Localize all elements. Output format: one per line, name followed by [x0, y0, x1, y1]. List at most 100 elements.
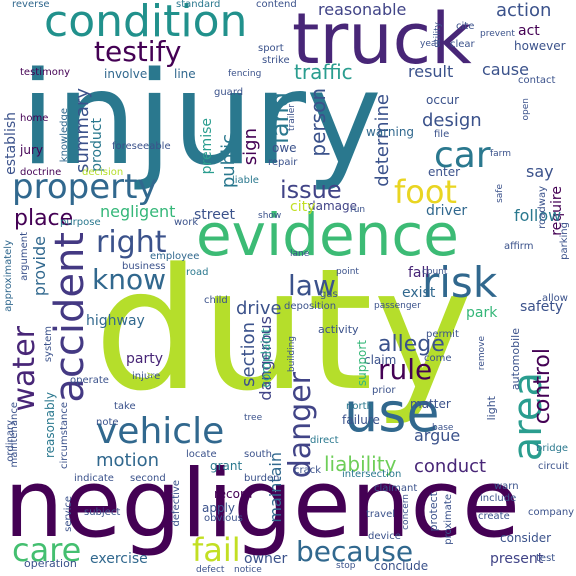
word-complaint: complaint	[259, 328, 273, 388]
word-determine: determine	[372, 94, 393, 187]
word-decision: decision	[82, 167, 124, 178]
word-evidence: evidence	[196, 201, 459, 269]
word-standard: standard	[176, 0, 221, 10]
word-doctrine: doctrine	[20, 167, 62, 178]
word-line: line	[174, 67, 196, 81]
word-trailer: trailer	[287, 104, 297, 131]
word-guard: guard	[214, 87, 244, 98]
word-present: present	[490, 551, 544, 567]
word-street: street	[194, 207, 235, 223]
word-concern: concern	[401, 494, 411, 530]
word-failure: failure	[342, 413, 380, 427]
word-warning: warning	[366, 125, 415, 139]
word-device: device	[368, 531, 401, 542]
word-remove: remove	[477, 336, 487, 371]
word-city: city	[290, 199, 316, 215]
word-traffic: traffic	[294, 60, 353, 84]
word-stop: stop	[336, 561, 356, 571]
word-knowledge: knowledge	[59, 108, 70, 163]
word-child: child	[204, 295, 228, 306]
word-testify: testify	[94, 35, 182, 68]
word-contact: contact	[518, 75, 556, 86]
word-result: result	[408, 62, 454, 81]
word-obvious: obvious	[204, 513, 243, 524]
word-crack: crack	[294, 465, 322, 476]
word-follow: follow	[514, 206, 562, 225]
word-argue: argue	[414, 426, 461, 445]
word-open: open	[521, 98, 531, 121]
word-consider: consider	[500, 531, 552, 545]
word-north: north	[346, 401, 373, 412]
word-protect: protect	[427, 492, 440, 532]
word-liable: liable	[232, 175, 259, 186]
word-sport: sport	[258, 43, 284, 54]
word-maintain: maintain	[266, 452, 285, 523]
word-premise: premise	[199, 118, 215, 175]
word-involve: involve	[104, 67, 148, 81]
word-owner: owner	[244, 551, 288, 567]
word-reasonable: reasonable	[318, 0, 407, 19]
word-product: product	[89, 118, 105, 172]
word-injure: injure	[132, 371, 161, 382]
word-danger: danger	[283, 372, 318, 479]
word-foot: foot	[394, 173, 457, 211]
word-business: business	[122, 261, 166, 272]
word-light: light	[485, 396, 498, 421]
word-cause: cause	[482, 60, 529, 79]
word-employee: employee	[150, 251, 200, 262]
word-occur: occur	[426, 93, 460, 107]
word-exercise: exercise	[90, 551, 148, 567]
word-maintenance: maintenance	[9, 402, 20, 468]
word-duty: duty	[94, 232, 473, 428]
word-point: point	[336, 267, 359, 277]
word-condition: condition	[44, 0, 248, 47]
word-highway: highway	[86, 313, 145, 329]
word-design: design	[422, 110, 482, 131]
word-defect: defect	[196, 565, 225, 575]
word-car: car	[434, 135, 491, 176]
word-direct: direct	[310, 435, 339, 446]
word-prevent: prevent	[480, 29, 515, 39]
word-home: home	[20, 113, 49, 124]
word-park: park	[466, 305, 498, 321]
word-safety: safety	[520, 299, 564, 315]
word-run: run	[350, 205, 366, 215]
word-damage: damage	[308, 199, 358, 213]
word-water: water	[7, 326, 42, 412]
word-jury: jury	[20, 143, 43, 157]
word-service: service	[63, 496, 74, 532]
word-claimant: claimant	[374, 483, 418, 494]
word-allege: allege	[378, 332, 445, 357]
word-prior: prior	[372, 385, 396, 396]
word-base: base	[432, 423, 454, 433]
word-fencing: fencing	[228, 69, 262, 79]
word-argument: argument	[19, 232, 30, 281]
word-roadway: roadway	[537, 186, 548, 229]
word-property: property	[12, 167, 158, 207]
word-action: action	[496, 0, 552, 21]
word-vehicle: vehicle	[96, 411, 225, 452]
word-circumstance: circumstance	[59, 402, 70, 469]
word-deposition: deposition	[284, 301, 337, 312]
word-say: say	[526, 162, 554, 181]
word-permit: permit	[426, 329, 459, 340]
word-because: because	[296, 535, 414, 568]
word-year: year	[420, 39, 441, 49]
word-grant: grant	[210, 459, 243, 473]
word-purpose: purpose	[60, 217, 101, 228]
word-second: second	[130, 473, 166, 484]
word-right: right	[96, 225, 167, 260]
word-show: show	[258, 211, 282, 221]
word-proximate: proximate	[443, 494, 454, 545]
word-sign: sign	[240, 128, 261, 166]
word-record: record	[214, 487, 253, 501]
word-operation: operation	[24, 557, 77, 570]
word-apply: apply	[202, 501, 236, 515]
word-establish: establish	[3, 112, 19, 175]
word-automobile: automobile	[509, 328, 522, 391]
word-notice: notice	[234, 565, 262, 575]
word-enter: enter	[428, 165, 461, 179]
word-cite: cite	[456, 21, 475, 32]
word-indicate: indicate	[74, 473, 114, 484]
